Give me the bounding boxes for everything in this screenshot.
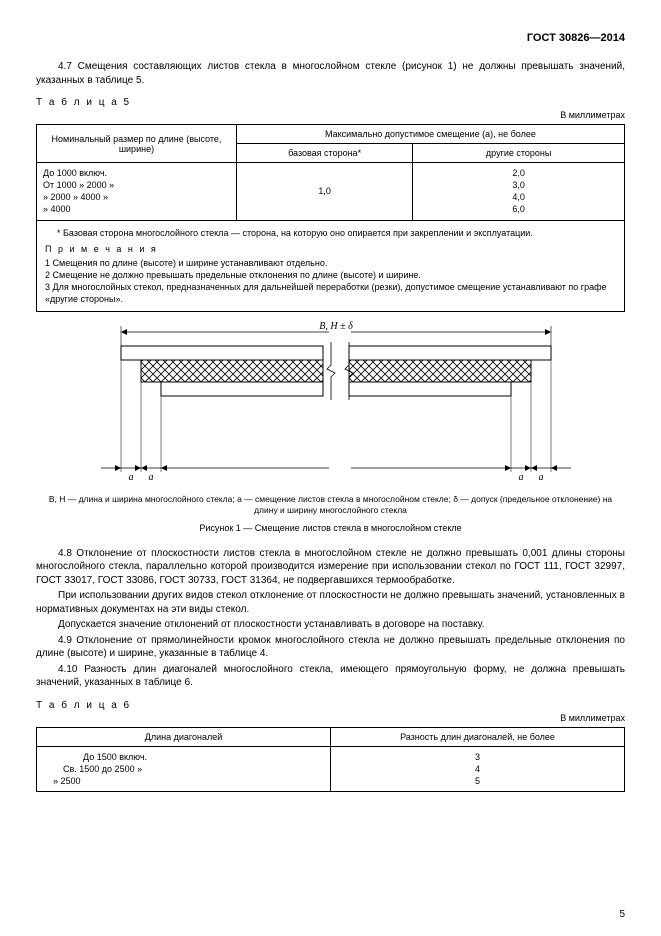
t6-v2: 4 xyxy=(337,763,618,775)
t5-o2: 3,0 xyxy=(419,179,618,191)
t5-size-3: » 2000 » 4000 » xyxy=(43,191,230,203)
table-5: Номинальный размер по длине (высоте, шир… xyxy=(36,124,625,221)
t5-note-1: 1 Смещения по длине (высоте) и ширине ус… xyxy=(45,257,616,269)
page: ГОСТ 30826—2014 4.7 Смещения составляющи… xyxy=(0,0,661,936)
table6-label: Т а б л и ц а 6 xyxy=(36,700,625,711)
t6-r2: Св. 1500 до 2500 » xyxy=(43,763,324,775)
t5-other-vals: 2,0 3,0 4,0 6,0 xyxy=(413,163,625,221)
table-6: Длина диагоналей Разность длин диагонале… xyxy=(36,727,625,792)
t6-vals: 3 4 5 xyxy=(331,746,625,791)
t5-o3: 4,0 xyxy=(419,191,618,203)
t5-note-3: 3 Для многослойных стекол, предназначенн… xyxy=(45,281,616,305)
t5-h-base: базовая сторона* xyxy=(236,144,412,163)
t5-size-1: До 1000 включ. xyxy=(43,167,230,179)
t5-notes-title: П р и м е ч а н и я xyxy=(45,243,616,255)
para-4-8c: Допускается значение отклонений от плоск… xyxy=(36,618,625,632)
t5-size-2: От 1000 » 2000 » xyxy=(43,179,230,191)
t5-o1: 2,0 xyxy=(419,167,618,179)
table5-label: Т а б л и ц а 5 xyxy=(36,97,625,108)
t5-h-size: Номинальный размер по длине (высоте, шир… xyxy=(37,125,237,163)
t6-v1: 3 xyxy=(337,751,618,763)
t6-sizes: До 1500 включ. Св. 1500 до 2500 » » 2500 xyxy=(37,746,331,791)
table6-units: В миллиметрах xyxy=(36,713,625,723)
doc-id: ГОСТ 30826—2014 xyxy=(36,32,625,44)
para-4-7: 4.7 Смещения составляющих листов стекла … xyxy=(36,60,625,87)
para-4-8a: 4.8 Отклонение от плоскостности листов с… xyxy=(36,547,625,588)
figure-1: B, H ± δ a a a a xyxy=(81,318,581,488)
t6-v3: 5 xyxy=(337,775,618,787)
t5-sizes: До 1000 включ. От 1000 » 2000 » » 2000 »… xyxy=(37,163,237,221)
t5-o4: 6,0 xyxy=(419,203,618,215)
svg-text:a: a xyxy=(518,472,523,483)
t5-notes: * Базовая сторона многослойного стекла —… xyxy=(36,221,625,313)
page-number: 5 xyxy=(619,909,625,920)
t5-h-max: Максимально допустимое смещение (a), не … xyxy=(236,125,624,144)
svg-text:B, H ± δ: B, H ± δ xyxy=(319,321,353,332)
t5-note-2: 2 Смещение не должно превышать предельны… xyxy=(45,269,616,281)
para-4-8b: При использовании других видов стекол от… xyxy=(36,589,625,616)
table5-units: В миллиметрах xyxy=(36,110,625,120)
t5-star: * Базовая сторона многослойного стекла —… xyxy=(45,227,616,239)
para-4-10: 4.10 Разность длин диагоналей многослойн… xyxy=(36,663,625,690)
t6-h1: Длина диагоналей xyxy=(37,727,331,746)
svg-text:a: a xyxy=(148,472,153,483)
svg-text:a: a xyxy=(538,472,543,483)
t6-h2: Разность длин диагоналей, не более xyxy=(331,727,625,746)
t6-r1: До 1500 включ. xyxy=(43,751,324,763)
svg-text:a: a xyxy=(128,472,133,483)
t5-size-4: » 4000 xyxy=(43,203,230,215)
figure-title: Рисунок 1 — Смещение листов стекла в мно… xyxy=(36,523,625,533)
t6-r3: » 2500 xyxy=(43,775,324,787)
figure-caption: B, H — длина и ширина многослойного стек… xyxy=(36,494,625,516)
para-4-9: 4.9 Отклонение от прямолинейности кромок… xyxy=(36,634,625,661)
t5-base-val: 1,0 xyxy=(236,163,412,221)
t5-h-other: другие стороны xyxy=(413,144,625,163)
